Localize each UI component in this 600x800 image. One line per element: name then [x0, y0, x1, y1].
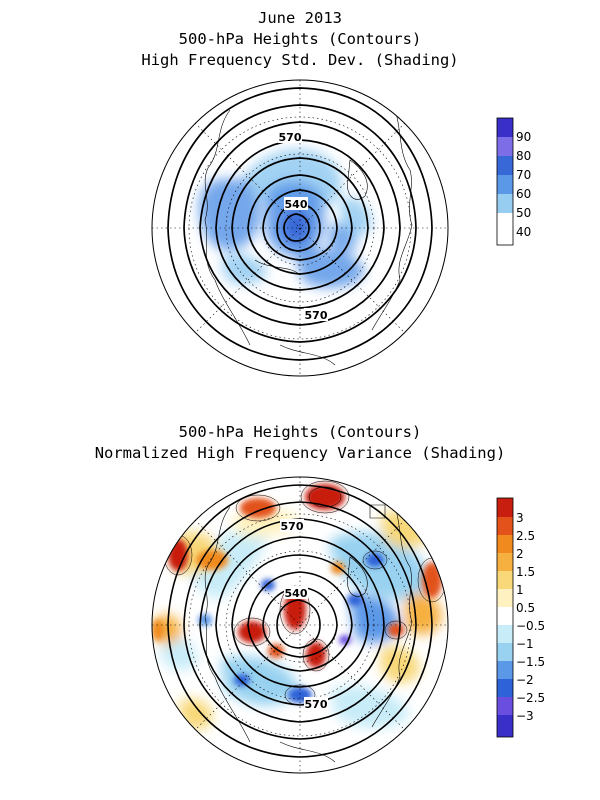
bottom-colorbar-swatch [497, 607, 513, 625]
bottom-contour-label-570-south: 570 [305, 698, 328, 711]
bottom-colorbar-tick: −2.5 [516, 691, 545, 705]
bottom-colorbar-swatch [497, 661, 513, 679]
top-title-contours: 500-hPa Heights (Contours) [178, 30, 422, 48]
bottom-colorbar-tick: −3 [516, 709, 534, 723]
bottom-colorbar-swatch [497, 498, 513, 517]
bottom-polar-map: 570 540 570 [151, 476, 449, 774]
top-colorbar: 90 80 70 60 50 40 [496, 117, 531, 246]
top-map-border [151, 79, 449, 377]
bottom-colorbar-tick: 1.5 [516, 565, 535, 579]
top-colorbar-swatch [497, 137, 513, 156]
bottom-colorbar-swatch [497, 553, 513, 571]
bottom-coastlines [204, 504, 413, 763]
bottom-title-shading: Normalized High Frequency Variance (Shad… [94, 444, 506, 462]
top-colorbar-swatch [497, 194, 513, 213]
top-colorbar-tick: 80 [516, 149, 531, 163]
bottom-colorbar-tick: 1 [516, 583, 524, 597]
top-height-contours [167, 87, 433, 361]
top-contour-label-540: 540 [285, 198, 308, 211]
top-title-date: June 2013 [258, 9, 342, 27]
top-colorbar-swatch [497, 175, 513, 194]
top-colorbar-tick: 70 [516, 168, 531, 182]
bottom-title-contours: 500-hPa Heights (Contours) [178, 423, 422, 441]
top-contour-label-570-north: 570 [279, 131, 302, 144]
top-colorbar-swatch [497, 156, 513, 175]
bottom-colorbar-tick: −0.5 [516, 619, 545, 633]
top-contour-labels: 570 540 570 [278, 130, 328, 322]
bottom-colorbar-tick: −1.5 [516, 655, 545, 669]
top-colorbar-tick: 90 [516, 130, 531, 144]
bottom-colorbar-tick: 0.5 [516, 601, 535, 615]
bottom-contour-labels: 570 540 570 [280, 519, 328, 711]
bottom-height-contours [167, 484, 433, 758]
bottom-contour-label-570-north: 570 [281, 520, 304, 533]
bottom-colorbar-swatch [497, 535, 513, 553]
top-colorbar-tick: 50 [516, 206, 531, 220]
bottom-colorbar-tick: 3 [516, 511, 524, 525]
top-colorbar-swatch [497, 213, 513, 245]
top-colorbar-swatch [497, 118, 513, 137]
bottom-colorbar-tick: 2 [516, 547, 524, 561]
bottom-colorbar-swatch [497, 715, 513, 737]
bottom-colorbar-swatch [497, 643, 513, 661]
top-polar-map: 570 540 570 [151, 79, 449, 377]
bottom-contour-label-540: 540 [285, 587, 308, 600]
bottom-colorbar-swatch [497, 571, 513, 589]
bottom-colorbar-swatch [497, 517, 513, 535]
top-title-block: June 2013 500-hPa Heights (Contours) Hig… [0, 8, 600, 71]
bottom-colorbar-swatch [497, 697, 513, 715]
top-colorbar-tick: 60 [516, 187, 531, 201]
top-title-shading: High Frequency Std. Dev. (Shading) [141, 51, 459, 69]
bottom-title-block: 500-hPa Heights (Contours) Normalized Hi… [0, 422, 600, 464]
top-contour-label-570-south: 570 [305, 309, 328, 322]
bottom-map-border [151, 476, 449, 774]
top-colorbar-tick: 40 [516, 225, 531, 239]
bottom-colorbar-swatch [497, 625, 513, 643]
bottom-colorbar-tick: 2.5 [516, 529, 535, 543]
bottom-colorbar-swatch [497, 589, 513, 607]
bottom-colorbar-tick: −2 [516, 673, 534, 687]
bottom-colorbar: 3 2.5 2 1.5 1 0.5 −0.5 −1 −1.5 −2 −2.5 −… [496, 497, 545, 738]
bottom-colorbar-tick: −1 [516, 637, 534, 651]
bottom-colorbar-swatch [497, 679, 513, 697]
